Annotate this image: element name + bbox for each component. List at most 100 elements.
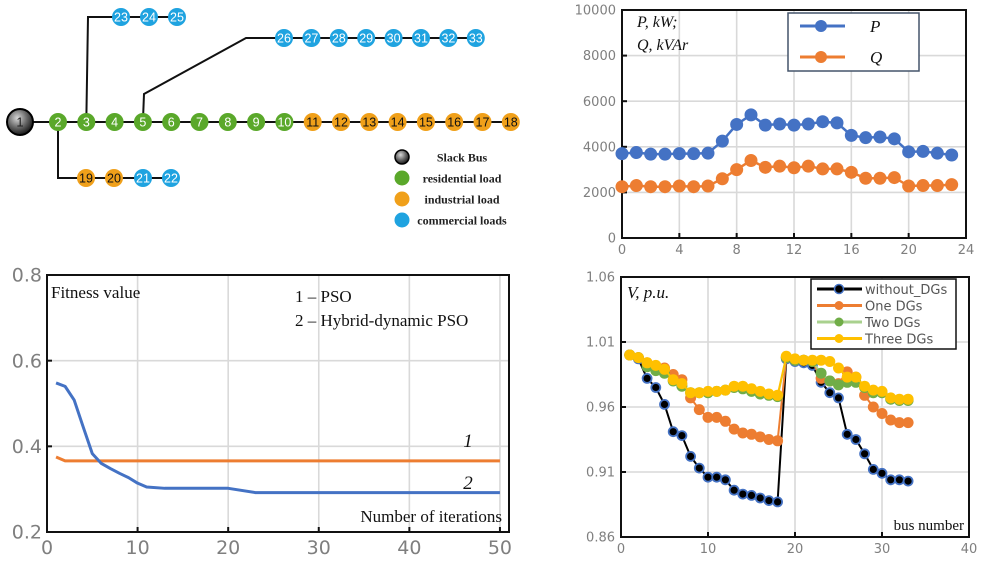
data-point [780, 350, 792, 362]
data-point [867, 401, 879, 413]
data-point [737, 380, 749, 392]
bus-label: 8 [224, 116, 231, 130]
legend-text-hybrid-pso: 2 – Hybrid-dynamic PSO [295, 311, 468, 330]
data-point [902, 475, 914, 487]
data-point [789, 353, 801, 365]
residential-load-legend-icon [394, 170, 410, 186]
bus-node-8: 8 [218, 113, 237, 131]
data-point [701, 146, 715, 160]
x-tick-label: 40 [397, 537, 421, 559]
tick-labels: 0 10 20 30 40 50 0.2 0.4 0.6 0.8 [12, 265, 512, 559]
x-tick-label: 20 [787, 542, 804, 557]
bus-node-21: 21 [134, 169, 152, 187]
x-tick-label: 30 [307, 537, 331, 559]
data-point [641, 357, 653, 369]
data-point [737, 488, 749, 500]
bus-node-3: 3 [77, 113, 96, 131]
data-point [876, 467, 888, 479]
legend-label: Two DGs [864, 316, 921, 331]
legend-item-without_DGs: without_DGs [817, 283, 947, 298]
x-tick-label: 4 [675, 243, 683, 258]
y-tick-label: 1.01 [586, 336, 615, 351]
data-point [893, 474, 905, 486]
x-tick-label: 0 [41, 537, 53, 559]
data-point [859, 380, 871, 392]
data-point [702, 385, 714, 397]
data-point [893, 393, 905, 405]
legend-item-Two-DGs: Two DGs [817, 316, 921, 331]
data-point [763, 434, 775, 445]
bus-label: 25 [170, 11, 184, 25]
x-tick-label: 8 [733, 243, 741, 258]
data-point [945, 148, 959, 162]
legend-item-residential: residential load [394, 170, 502, 186]
data-point [746, 489, 757, 501]
bus-circle [112, 8, 130, 26]
slack-bus-legend-icon [394, 149, 410, 165]
grid-lines [47, 275, 509, 532]
data-point [693, 462, 705, 474]
slack-bus-circle [6, 108, 34, 136]
bus-circle [360, 113, 379, 131]
data-point [772, 389, 784, 401]
data-point [615, 147, 629, 161]
data-point [650, 359, 662, 371]
data-point [787, 161, 801, 175]
data-point [824, 356, 836, 367]
data-point [658, 180, 672, 194]
bus-label: 3 [83, 116, 90, 130]
data-point [676, 430, 688, 442]
bus-node-22: 22 [162, 169, 180, 187]
legend-item-One-DGs: One DGs [817, 300, 923, 315]
legend-label: commercial loads [417, 214, 507, 228]
data-point [816, 162, 830, 176]
data-point [798, 354, 810, 366]
data-point [867, 463, 879, 475]
data-point [763, 495, 775, 507]
data-point [830, 162, 844, 176]
bus-label: 14 [391, 116, 405, 130]
bus-circle [388, 113, 407, 131]
plot-frame [46, 274, 510, 533]
x-tick-label: 20 [900, 243, 917, 258]
x-tick-label: 12 [786, 243, 803, 258]
bus-circle [302, 29, 321, 47]
bus-circle [133, 113, 152, 131]
legend-marker [815, 51, 827, 63]
fitness-convergence-chart: 0 10 20 30 40 50 0.2 0.4 0.6 0.8 Fitness value 1 – … [12, 265, 512, 559]
bus-node-10: 10 [275, 113, 294, 131]
bus-node-1: 1 [6, 108, 34, 136]
bus-circle [501, 113, 520, 131]
x-tick-label: 0 [618, 243, 626, 258]
data-point [773, 117, 787, 131]
legend-marker [834, 334, 844, 343]
network-edge [141, 37, 284, 123]
data-point [758, 118, 772, 132]
legend-marker [834, 301, 844, 310]
bus-circle [445, 113, 464, 131]
data-point [893, 417, 905, 429]
data-point [859, 171, 873, 185]
legend-label: residential load [423, 172, 502, 186]
data-point [916, 179, 930, 193]
x-tick-label: 30 [874, 542, 891, 557]
data-point [711, 385, 723, 397]
y-tick-label: 0.2 [12, 522, 42, 544]
bus-circle [105, 169, 123, 187]
data-point [850, 434, 862, 445]
bus-label: 21 [136, 172, 150, 186]
tick-labels: 0 10 20 30 40 0.86 0.91 0.96 1.01 1.06 [586, 271, 977, 557]
network-legend: Slack Bus residential load industrial load… [394, 149, 507, 228]
bus-label: 12 [334, 116, 348, 130]
bus-node-31: 31 [412, 29, 430, 47]
voltage-axis-annotation: V, p.u. [627, 283, 669, 302]
data-point [815, 367, 827, 379]
data-point [885, 474, 897, 486]
data-point [867, 384, 879, 396]
data-point [644, 180, 658, 194]
bus-label: 19 [79, 172, 93, 186]
data-point [730, 163, 744, 177]
bus-label: 15 [419, 116, 433, 130]
data-point [787, 118, 801, 132]
data-point [873, 171, 887, 185]
